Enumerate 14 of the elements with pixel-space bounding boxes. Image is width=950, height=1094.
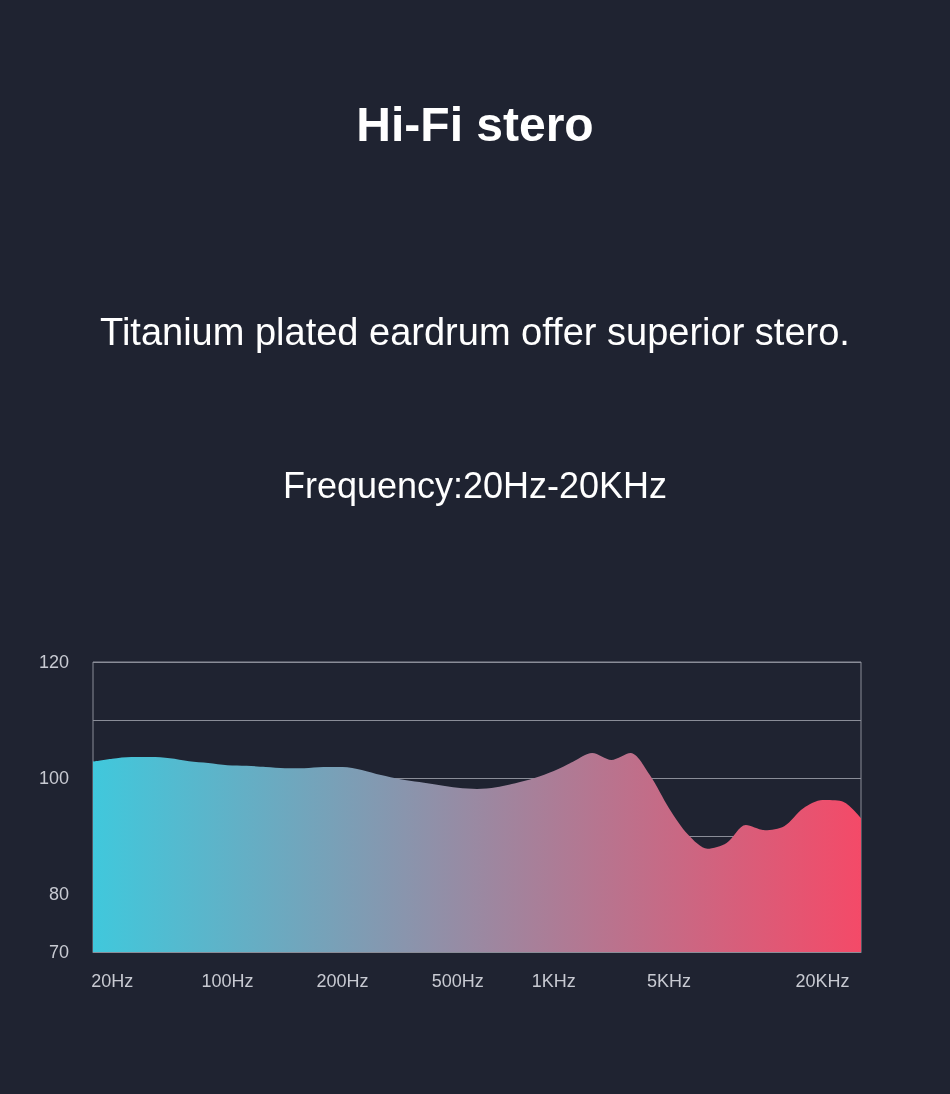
chart-subtitle: Titanium plated eardrum offer superior stero. — [100, 311, 850, 353]
x-tick-label: 100Hz — [201, 971, 254, 991]
x-tick-label: 200Hz — [316, 971, 369, 991]
y-tick-label: 100 — [38, 768, 69, 788]
chart-title: Hi-Fi stero — [356, 97, 594, 151]
x-tick-label: 500Hz — [431, 971, 484, 991]
y-tick-label: 80 — [48, 884, 69, 904]
y-tick-label: 120 — [38, 652, 69, 672]
text: Frequency:20Hz-20KHz — [282, 464, 668, 506]
x-tick-label: 20KHz — [795, 971, 850, 991]
y-tick-label: 70 — [48, 942, 69, 962]
x-tick-label: 20Hz — [91, 971, 134, 991]
x-tick-label: 1KHz — [531, 971, 576, 991]
x-tick-label: 5KHz — [646, 971, 692, 991]
